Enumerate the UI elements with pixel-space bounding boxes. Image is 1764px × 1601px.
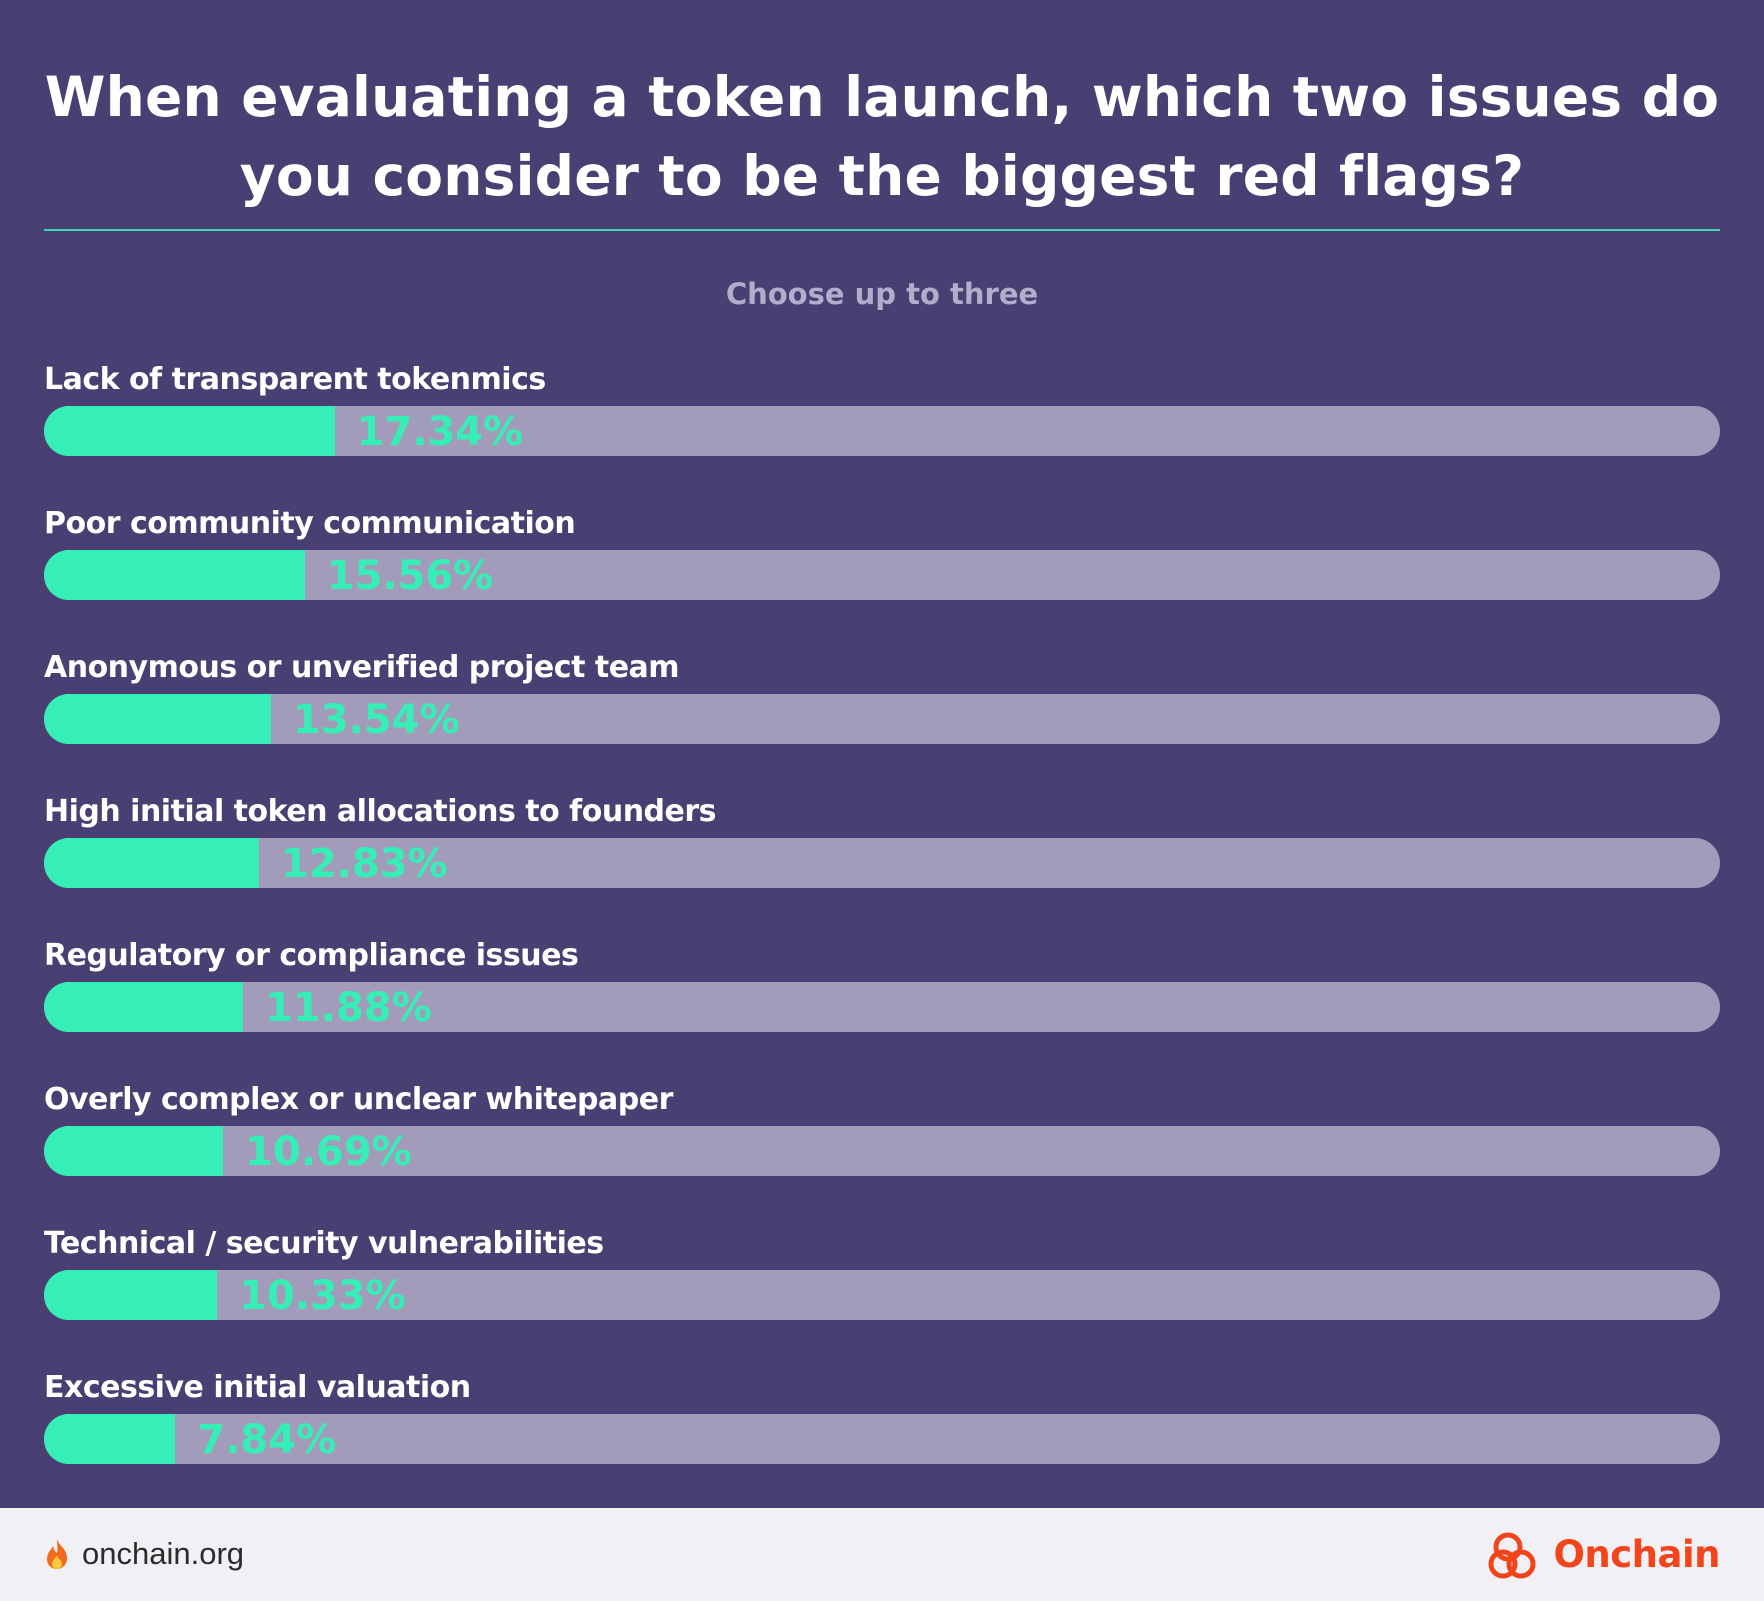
bar-track: 17.34%	[44, 406, 1720, 456]
bar-track: 15.56%	[44, 550, 1720, 600]
footer-url[interactable]: onchain.org	[82, 1536, 245, 1571]
bar-row: Technical / security vulnerabilities 10.3…	[44, 1216, 1720, 1336]
bar-value-label: 11.88%	[265, 985, 432, 1031]
bar-fill	[44, 1126, 224, 1176]
title-line-2: you consider to be the biggest red flags…	[239, 144, 1525, 208]
bar-label: Excessive initial valuation	[44, 1370, 471, 1405]
bar-label: Anonymous or unverified project team	[44, 650, 680, 685]
bar-row: High initial token allocations to founde…	[44, 784, 1720, 904]
bar-value-label: 12.83%	[281, 841, 448, 887]
bar-fill	[44, 1270, 218, 1320]
bar-row: Poor community communication 15.56%	[44, 496, 1720, 616]
bar-label: High initial token allocations to founde…	[44, 794, 717, 829]
brand-name: Onchain	[1553, 1533, 1720, 1576]
bar-row: Overly complex or unclear whitepaper 10.6…	[44, 1072, 1720, 1192]
bar-label: Technical / security vulnerabilities	[44, 1226, 604, 1261]
bar-track: 12.83%	[44, 838, 1720, 888]
bar-fill	[44, 982, 244, 1032]
chart-panel: When evaluating a token launch, which tw…	[44, 58, 1720, 1480]
bar-fill	[44, 550, 305, 600]
bar-row: Excessive initial valuation 7.84%	[44, 1360, 1720, 1480]
bar-value-label: 10.69%	[245, 1129, 412, 1175]
bar-track: 10.33%	[44, 1270, 1720, 1320]
bar-value-label: 17.34%	[356, 409, 524, 455]
title-divider	[44, 229, 1720, 231]
bar-row: Anonymous or unverified project team 13.5…	[44, 640, 1720, 760]
bar-value-label: 10.33%	[239, 1273, 406, 1319]
bar-value-label: 15.56%	[326, 553, 494, 599]
bar-fill	[44, 406, 335, 456]
bar-row: Lack of transparent tokenmics 17.34%	[44, 352, 1720, 472]
bar-value-label: 13.54%	[292, 697, 460, 743]
bar-label: Lack of transparent tokenmics	[44, 362, 546, 397]
bar-row: Regulatory or compliance issues 11.88%	[44, 928, 1720, 1048]
bar-value-label: 7.84%	[197, 1417, 337, 1463]
onchain-logo-icon	[1485, 1530, 1545, 1580]
bar-track: 10.69%	[44, 1126, 1720, 1176]
bar-fill	[44, 1414, 176, 1464]
footer-source: onchain.org	[44, 1534, 244, 1574]
bar-fill	[44, 694, 271, 744]
bar-track: 7.84%	[44, 1414, 1720, 1464]
bar-track: 11.88%	[44, 982, 1720, 1032]
bar-label: Overly complex or unclear whitepaper	[44, 1082, 673, 1117]
bar-label: Poor community communication	[44, 506, 576, 541]
flame-icon	[44, 1538, 70, 1570]
chart-title: When evaluating a token launch, which tw…	[44, 58, 1720, 216]
chart-subtitle: Choose up to three	[725, 277, 1039, 311]
title-line-1: When evaluating a token launch, which tw…	[44, 65, 1720, 129]
bar-track: 13.54%	[44, 694, 1720, 744]
footer: onchain.org Onchain	[0, 1508, 1764, 1601]
bar-fill	[44, 838, 260, 888]
bar-label: Regulatory or compliance issues	[44, 938, 579, 973]
brand-logo: Onchain	[1485, 1530, 1720, 1580]
